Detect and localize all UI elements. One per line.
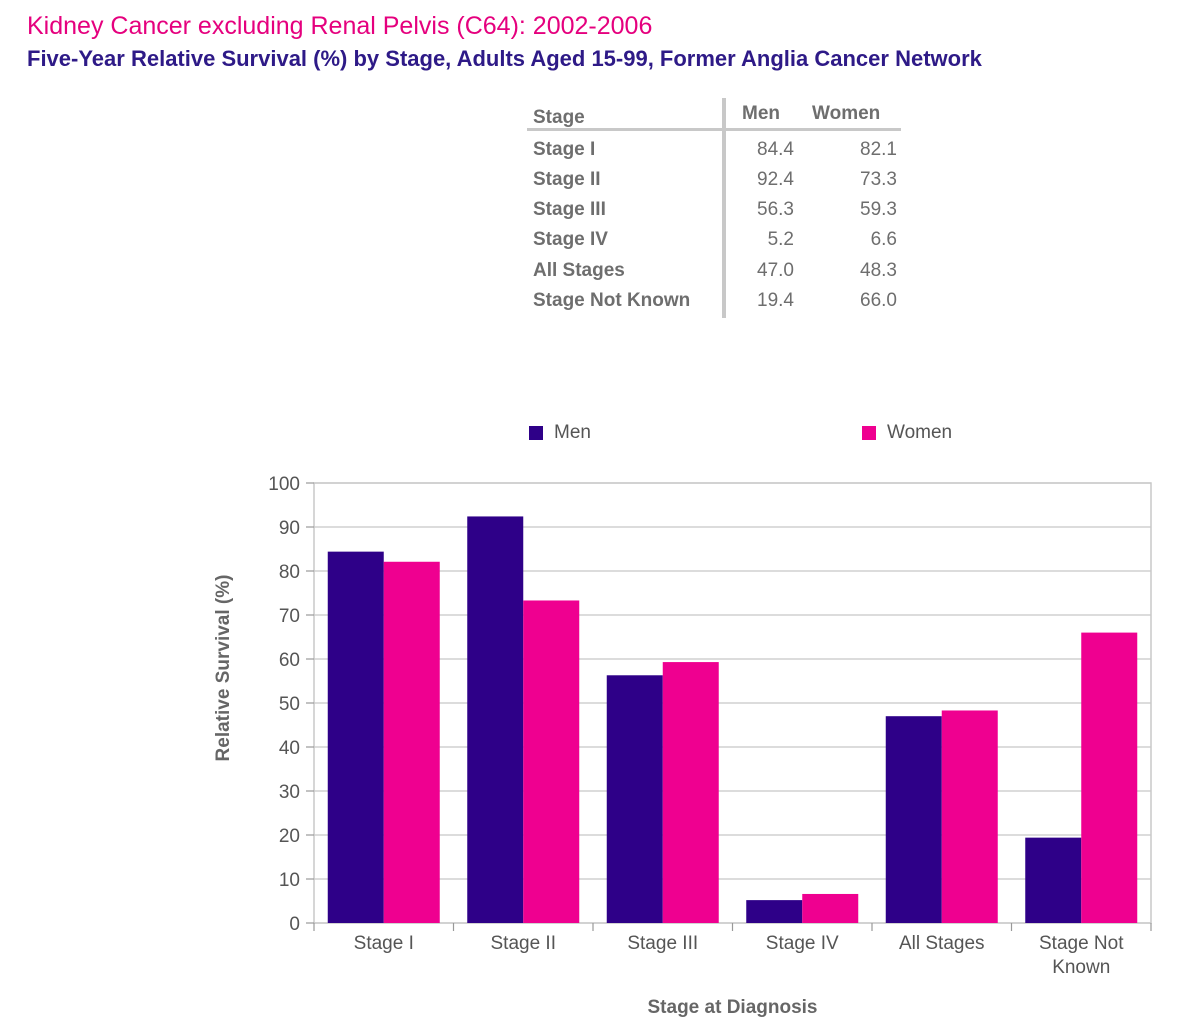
table-row-label: Stage Not Known [533, 290, 691, 311]
chart-title: Kidney Cancer excluding Renal Pelvis (C6… [27, 12, 653, 40]
bar-men-stage-iv [746, 900, 803, 923]
bar-men-stage-iii [606, 675, 663, 923]
table-cell-women: 48.3 [860, 260, 897, 281]
table-cell-men: 19.4 [757, 290, 794, 311]
y-tick-label: 40 [279, 738, 300, 759]
legend-label-women: Women [887, 422, 953, 443]
y-tick-label: 100 [268, 474, 300, 495]
table-row-label: All Stages [533, 260, 625, 281]
y-tick-label: 70 [279, 606, 300, 627]
bar-women-stage-i [383, 561, 440, 923]
x-tick-label: All Stages [899, 933, 985, 954]
bar-women-stage-ii [523, 600, 580, 923]
table-cell-women: 59.3 [860, 199, 897, 220]
y-tick-label: 80 [279, 562, 300, 583]
bar-women-stage-iv [802, 893, 859, 923]
table-row-label: Stage III [533, 199, 606, 220]
x-tick-label: Stage II [491, 933, 557, 954]
table-cell-women: 82.1 [860, 139, 897, 160]
table-cell-women: 73.3 [860, 169, 897, 190]
x-tick-label: Stage Not Known [1039, 933, 1124, 978]
bar-women-stage-not-known [1081, 632, 1138, 923]
table-header-stage: Stage [533, 107, 585, 128]
bar-men-stage-i [327, 551, 384, 923]
y-tick-label: 20 [279, 826, 300, 847]
chart-subtitle: Five-Year Relative Survival (%) by Stage… [27, 46, 982, 71]
x-tick-label: Stage III [627, 933, 698, 954]
bar-women-all-stages [941, 710, 998, 923]
y-tick-label: 50 [279, 694, 300, 715]
y-tick-label: 0 [289, 914, 300, 935]
table-cell-men: 56.3 [757, 199, 794, 220]
table-vertical-rule [722, 98, 726, 318]
table-cell-men: 92.4 [757, 169, 794, 190]
table-row-label: Stage II [533, 169, 601, 190]
legend-item-men: Men [529, 422, 591, 444]
y-tick-label: 10 [279, 870, 300, 891]
table-cell-men: 5.2 [767, 229, 794, 250]
y-tick-label: 60 [279, 650, 300, 671]
y-tick-label: 90 [279, 518, 300, 539]
y-axis-title: Relative Survival (%) [213, 575, 234, 762]
bar-women-stage-iii [662, 662, 719, 923]
legend-item-women: Women [862, 422, 952, 444]
table-cell-women: 66.0 [860, 290, 897, 311]
table-header-rule [527, 128, 901, 131]
x-axis-title: Stage at Diagnosis [648, 997, 818, 1018]
table-cell-women: 6.6 [870, 229, 897, 250]
table-header-women: Women [812, 103, 881, 124]
table-cell-men: 47.0 [757, 260, 794, 281]
y-tick-label: 30 [279, 782, 300, 803]
table-row-label: Stage I [533, 139, 596, 160]
survival-table: Stage Men Women Stage I 84.4 82.1 Stage … [527, 98, 901, 318]
bar-men-stage-ii [467, 516, 524, 923]
legend-label-men: Men [554, 422, 591, 443]
table-header-men: Men [742, 103, 780, 124]
legend-swatch-men [529, 426, 543, 440]
bar-men-stage-not-known [1025, 837, 1082, 923]
table-cell-men: 84.4 [757, 139, 794, 160]
x-tick-label: Stage I [354, 933, 414, 954]
x-tick-label: Stage IV [766, 933, 839, 954]
bar-men-all-stages [885, 716, 942, 923]
table-row-label: Stage IV [533, 229, 608, 250]
legend-swatch-women [862, 426, 876, 440]
